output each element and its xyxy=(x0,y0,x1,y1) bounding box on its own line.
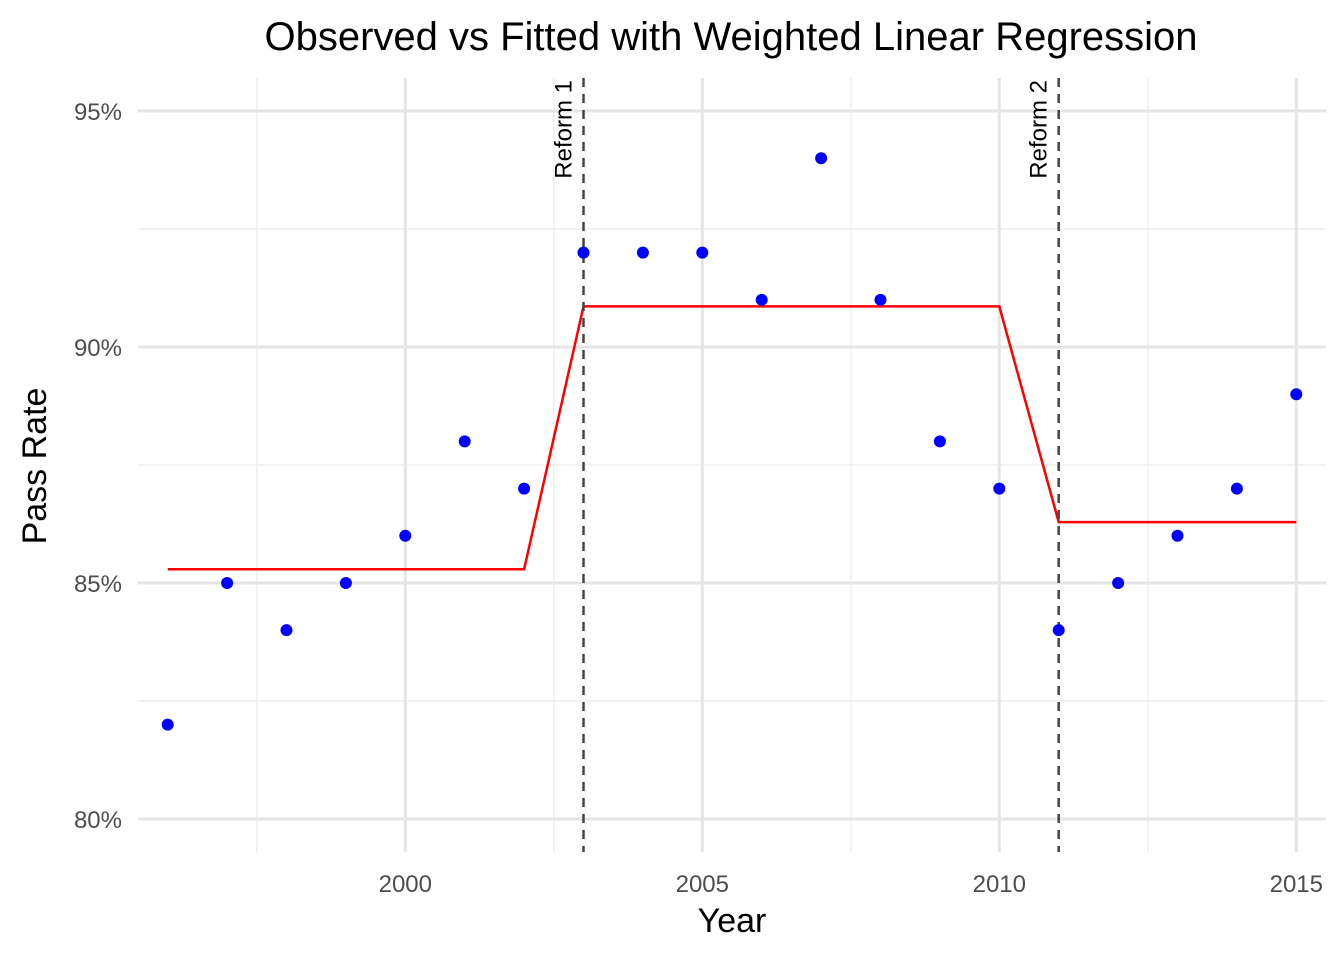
observed-point xyxy=(1230,482,1243,495)
observed-point xyxy=(874,293,887,306)
observed-point xyxy=(696,246,709,259)
reference-label: Reform 2 xyxy=(1026,80,1053,179)
observed-point xyxy=(815,152,828,165)
observed-point xyxy=(993,482,1006,495)
observed-points xyxy=(161,152,1303,731)
x-tick-label: 2010 xyxy=(973,871,1026,898)
grid xyxy=(138,78,1326,852)
observed-point xyxy=(339,576,352,589)
y-tick-label: 95% xyxy=(74,99,122,126)
observed-point xyxy=(518,482,531,495)
observed-point xyxy=(161,718,174,731)
y-tick-label: 85% xyxy=(74,571,122,598)
observed-point xyxy=(755,293,768,306)
observed-point xyxy=(933,435,946,448)
observed-point xyxy=(280,624,293,637)
observed-point xyxy=(636,246,649,259)
x-tick-label: 2005 xyxy=(676,871,729,898)
observed-point xyxy=(1290,388,1303,401)
y-tick-label: 80% xyxy=(74,807,122,834)
fitted-line xyxy=(167,305,1297,571)
observed-point xyxy=(1112,576,1125,589)
y-tick-label: 90% xyxy=(74,335,122,362)
observed-point xyxy=(221,576,234,589)
x-tick-label: 2000 xyxy=(379,871,432,898)
chart-title: Observed vs Fitted with Weighted Linear … xyxy=(264,15,1197,59)
fitted-line-group xyxy=(167,305,1297,571)
reference-label: Reform 1 xyxy=(551,80,578,179)
observed-point xyxy=(399,529,412,542)
observed-point xyxy=(458,435,471,448)
reference-lines: Reform 1 Reform 2 xyxy=(551,78,1060,852)
tick-labels: 2000 2005 2010 2015 80% 85% 90% 95% xyxy=(74,99,1323,898)
observed-point xyxy=(577,246,590,259)
observed-point xyxy=(1171,529,1184,542)
y-axis-title: Pass Rate xyxy=(16,388,54,545)
observed-point xyxy=(1052,624,1065,637)
x-axis-title: Year xyxy=(698,902,767,940)
x-tick-label: 2015 xyxy=(1270,871,1323,898)
